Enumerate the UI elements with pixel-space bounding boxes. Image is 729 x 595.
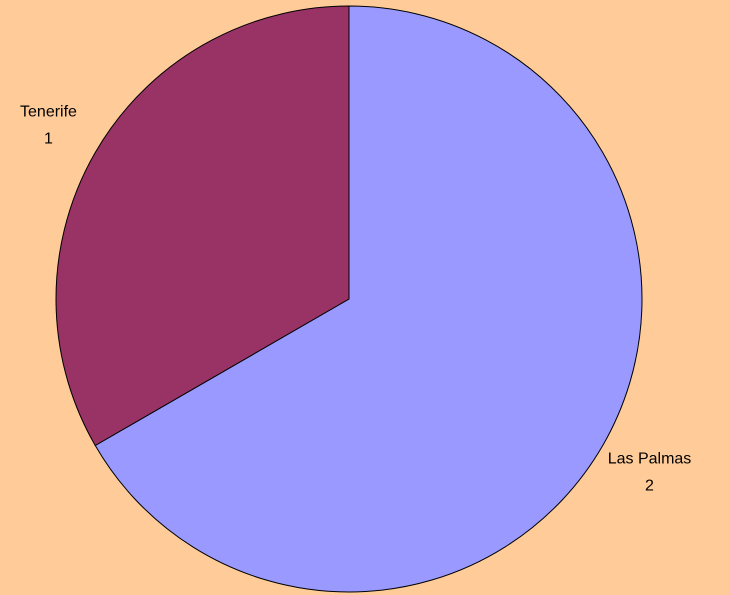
pie-slice [55, 5, 350, 447]
slice-label: Las Palmas [608, 451, 692, 468]
slice-value: 2 [645, 478, 654, 495]
slice-label: Tenerife [20, 104, 77, 121]
slice-value: 1 [44, 131, 53, 148]
pie-slice [94, 5, 643, 593]
